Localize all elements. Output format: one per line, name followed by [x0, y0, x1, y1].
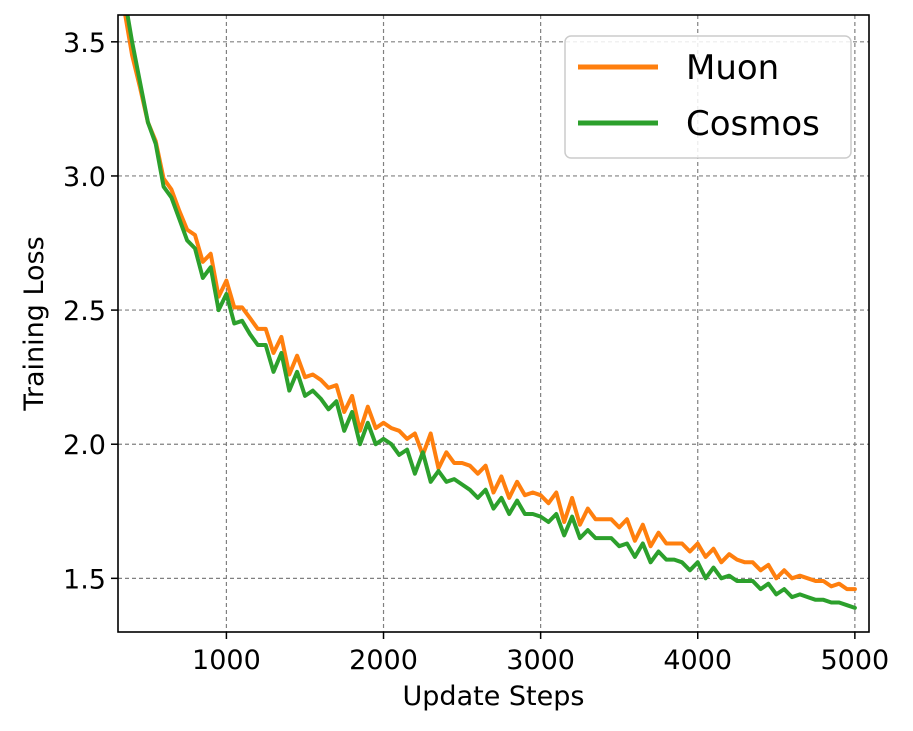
- x-tick-label: 3000: [506, 645, 575, 676]
- legend: Muon Cosmos: [564, 35, 852, 159]
- series-line-muon: [123, 15, 857, 592]
- y-tick-label: 3.5: [63, 28, 106, 59]
- x-tick-label: 5000: [821, 645, 890, 676]
- ticks: 1000 2000 3000 4000 5000 1.5 2.0 2.5 3.0 3.5: [63, 28, 889, 676]
- x-tick-label: 4000: [663, 645, 732, 676]
- y-tick-label: 2.0: [63, 430, 106, 461]
- y-tick-label: 1.5: [63, 564, 106, 595]
- series-group: [123, 15, 857, 610]
- y-axis-title: Training Loss: [19, 236, 50, 411]
- plot-frame: [117, 14, 870, 633]
- series-line-cosmos: [125, 15, 857, 610]
- x-tick-label: 1000: [192, 645, 261, 676]
- x-tick-label: 2000: [349, 645, 418, 676]
- legend-label-muon: Muon: [686, 48, 779, 88]
- y-tick-label: 3.0: [63, 162, 106, 193]
- y-tick-label: 2.5: [63, 296, 106, 327]
- legend-label-cosmos: Cosmos: [686, 104, 820, 144]
- x-axis-title: Update Steps: [403, 681, 585, 712]
